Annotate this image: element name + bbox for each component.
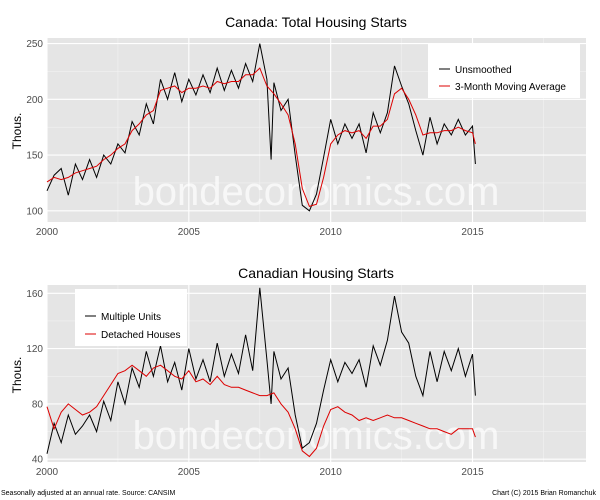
- bottom-chart-y-axis-label: Thous.: [10, 357, 24, 394]
- top-legend: Unsmoothed 3-Month Moving Average: [428, 43, 580, 98]
- top-chart-title: Canada: Total Housing Starts: [225, 14, 407, 30]
- source-note: Seasonally adjusted at an annual rate. S…: [1, 490, 175, 497]
- top-y-tick-label: 100: [26, 206, 43, 217]
- series-line-multiple-units: [46, 287, 476, 454]
- top-legend-box: [428, 43, 580, 98]
- bottom-chart-ticks: 40 80 120 160 2000 2005 2010 2015: [26, 289, 484, 478]
- top-x-tick-label: 2015: [461, 227, 484, 238]
- bottom-legend-box: [75, 289, 187, 346]
- top-y-tick-label: 250: [26, 39, 43, 50]
- copyright-note: Chart (C) 2015 Brian Romanchuk: [492, 490, 596, 497]
- legend-label-multiple-units: Multiple Units: [101, 312, 161, 323]
- bottom-chart-title: Canadian Housing Starts: [238, 265, 394, 281]
- top-chart-ticks: 100 150 200 250 2000 2005 2010 2015: [26, 39, 484, 238]
- bottom-x-tick-label: 2015: [461, 467, 484, 478]
- series-line-detached-houses: [46, 364, 476, 458]
- bottom-y-tick-label: 40: [32, 455, 44, 466]
- bottom-y-tick-label: 160: [26, 289, 43, 300]
- bottom-x-tick-label: 2000: [36, 467, 59, 478]
- bottom-x-tick-label: 2010: [320, 467, 343, 478]
- bottom-chart: Canadian Housing Starts Thous. bondecono…: [10, 265, 586, 478]
- series-line-3-month-moving-average: [46, 67, 476, 208]
- bottom-x-tick-label: 2005: [178, 467, 201, 478]
- top-y-tick-label: 150: [26, 151, 43, 162]
- top-watermark: bondeconomics.com: [133, 170, 500, 214]
- bottom-legend: Multiple Units Detached Houses: [75, 289, 187, 346]
- bottom-y-tick-label: 80: [32, 399, 44, 410]
- legend-label-unsmoothed: Unsmoothed: [455, 65, 512, 76]
- top-y-tick-label: 200: [26, 95, 43, 106]
- legend-label-3-month-moving-average: 3-Month Moving Average: [455, 82, 566, 93]
- top-x-tick-label: 2000: [36, 227, 59, 238]
- top-chart-y-axis-label: Thous.: [10, 113, 24, 150]
- top-chart: Canada: Total Housing Starts Thous. bond…: [10, 14, 586, 238]
- legend-label-detached-houses: Detached Houses: [101, 330, 181, 341]
- bottom-y-tick-label: 120: [26, 344, 43, 355]
- bottom-watermark: bondeconomics.com: [133, 414, 500, 458]
- top-x-tick-label: 2010: [320, 227, 343, 238]
- top-x-tick-label: 2005: [178, 227, 201, 238]
